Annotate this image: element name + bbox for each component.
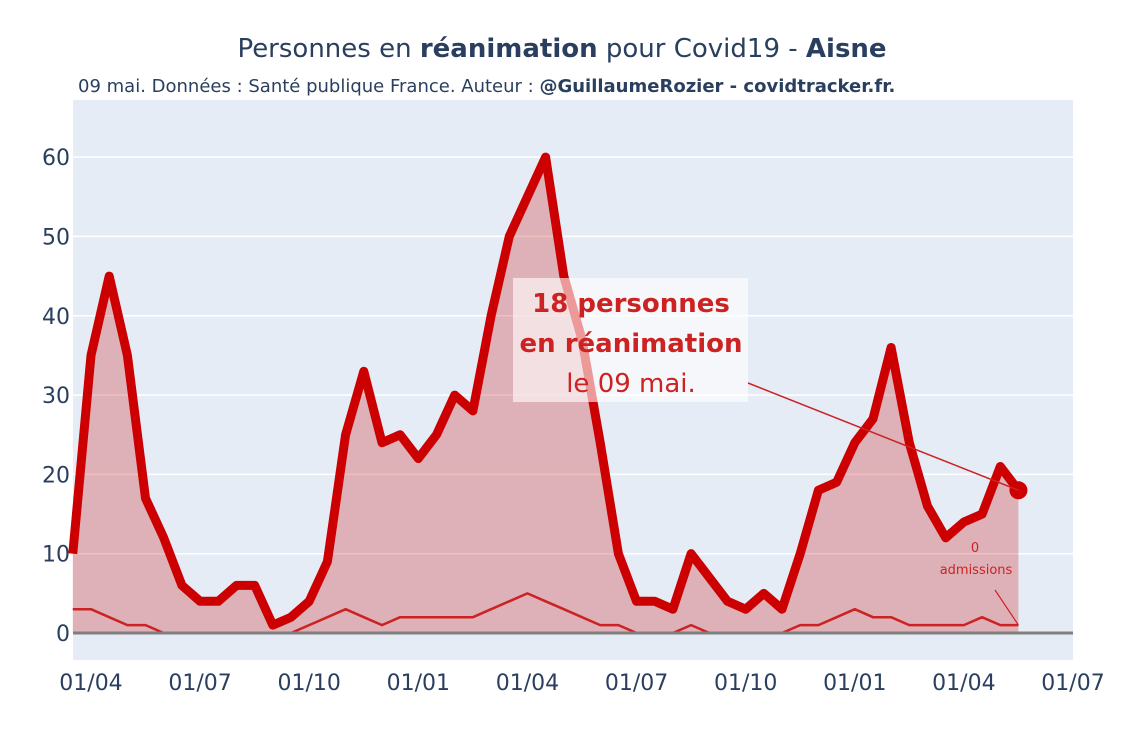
title-part: pour Covid19 - xyxy=(598,34,806,64)
admissions-arrow xyxy=(994,589,1019,626)
y-tick-label: 20 xyxy=(42,463,70,488)
y-tick-label: 30 xyxy=(42,384,70,409)
y-tick-label: 60 xyxy=(42,146,70,171)
annotation-arrow xyxy=(747,382,1019,491)
x-tick-label: 01/01 xyxy=(823,671,886,696)
title-part: réanimation xyxy=(420,34,598,64)
y-tick-label: 0 xyxy=(56,622,70,647)
x-tick-label: 01/07 xyxy=(168,671,231,696)
x-tick-label: 01/07 xyxy=(605,671,668,696)
annotation-text: le 09 mai. xyxy=(566,369,696,399)
x-tick-label: 01/10 xyxy=(714,671,777,696)
x-tick-label: 01/04 xyxy=(932,671,995,696)
subtitle: 09 mai. Données : Santé publique France.… xyxy=(78,76,895,97)
annotation-text: 18 personnes xyxy=(532,289,730,319)
x-tick-label: 01/01 xyxy=(387,671,450,696)
main-line xyxy=(68,152,1022,630)
x-tick-label: 01/07 xyxy=(1041,671,1104,696)
y-tick-label: 40 xyxy=(42,305,70,330)
subtitle-part: 09 mai. Données : Santé publique France.… xyxy=(78,76,539,97)
x-tick-label: 01/04 xyxy=(496,671,559,696)
y-tick-label: 50 xyxy=(42,225,70,250)
title-part: Aisne xyxy=(806,34,887,64)
x-tick-label: 01/10 xyxy=(278,671,341,696)
y-tick-label: 10 xyxy=(42,543,70,568)
title-part: Personnes en xyxy=(237,34,419,64)
annotation-box xyxy=(513,278,748,402)
admissions-annotation: 0 xyxy=(971,541,979,556)
subtitle-part: @GuillaumeRozier - covidtracker.fr. xyxy=(539,76,895,97)
annotation-layer: 18 personnes en réanimation le 09 mai. 0 adm… xyxy=(513,278,1019,626)
annotation-text: en réanimation xyxy=(520,329,743,359)
x-tick-label: 01/04 xyxy=(59,671,122,696)
admissions-annotation: admissions xyxy=(940,563,1013,578)
chart-title: Personnes en réanimation pour Covid19 - … xyxy=(237,34,886,64)
